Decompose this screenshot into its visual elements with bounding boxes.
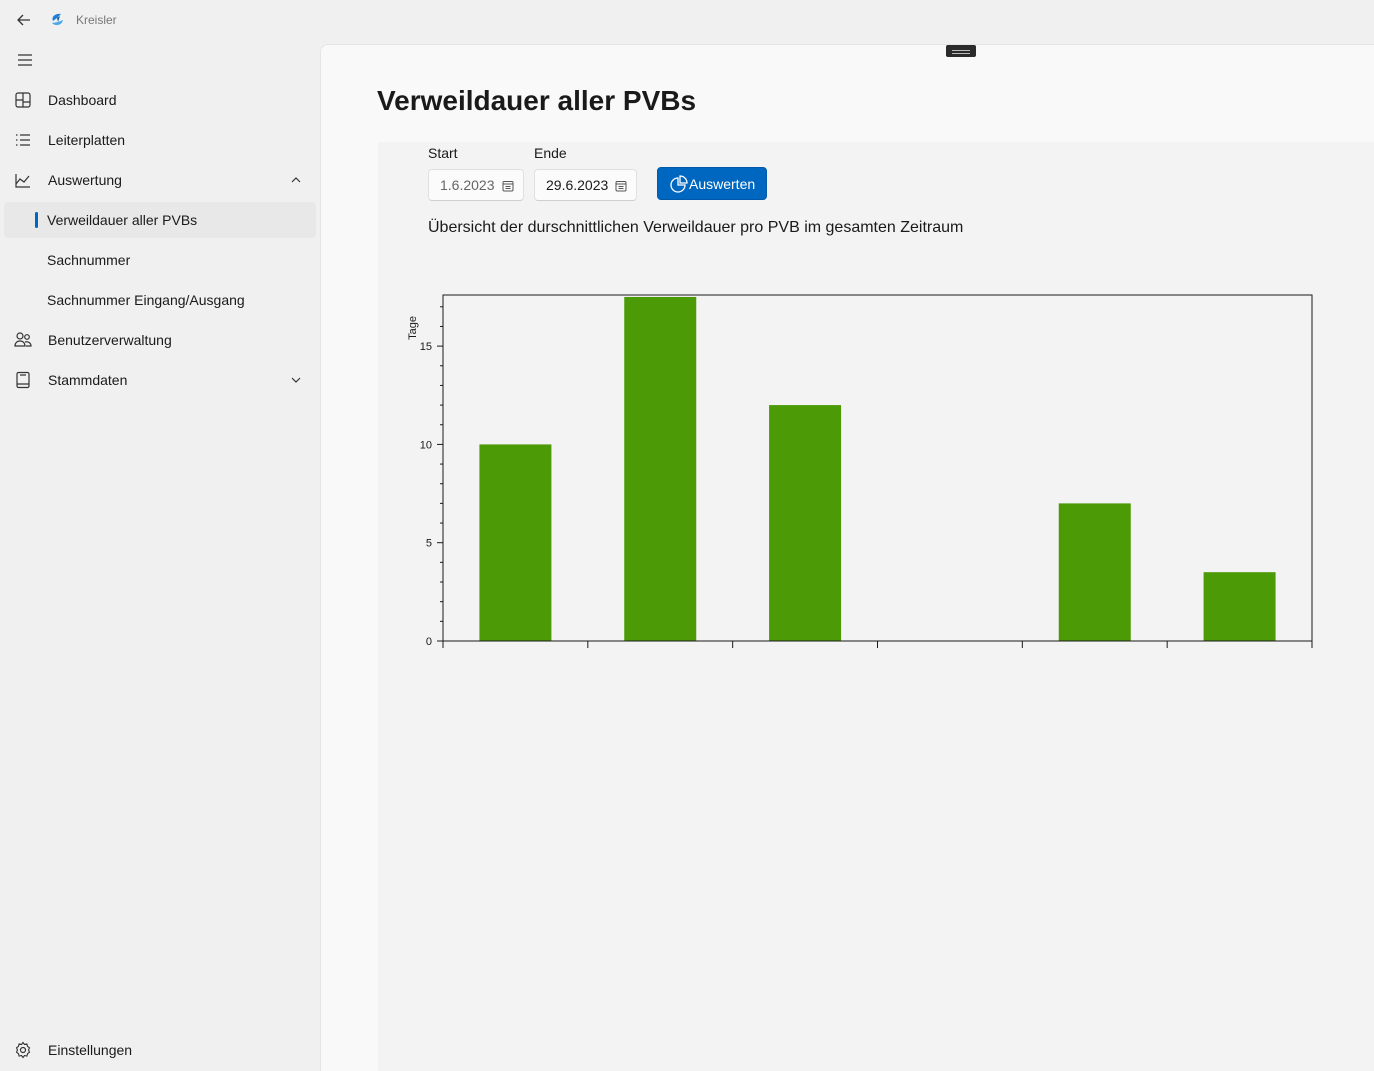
chart-bar	[1058, 503, 1131, 641]
navigation-sidebar: Dashboard Leiterplatten Auswertung Verwe…	[0, 40, 320, 1071]
chart-bar	[769, 405, 842, 641]
chart-description: Übersicht der durschnittlichen Verweilda…	[428, 219, 964, 236]
book-icon	[16, 371, 30, 389]
end-date-value: 29.6.2023	[546, 177, 609, 193]
selection-indicator	[35, 212, 38, 228]
end-label: Ende	[534, 145, 567, 161]
title-bar: Kreisler	[0, 0, 1374, 40]
chevron-down-icon[interactable]	[290, 374, 302, 386]
kreisler-logo-icon	[52, 13, 63, 26]
chart-bar	[479, 444, 552, 641]
sidebar-item-einstellungen[interactable]: Einstellungen	[4, 1032, 316, 1068]
evaluate-button[interactable]: Auswerten	[657, 167, 767, 200]
sidebar-item-label: Einstellungen	[48, 1042, 133, 1058]
pie-chart-icon	[670, 175, 688, 193]
sidebar-item-auswertung[interactable]: Auswertung	[4, 162, 316, 198]
evaluate-button-label: Auswerten	[689, 175, 756, 192]
sidebar-item-benutzerverwaltung[interactable]: Benutzerverwaltung	[4, 322, 316, 358]
gear-icon	[15, 1041, 31, 1059]
start-date-value: 1.6.2023	[440, 177, 495, 193]
sidebar-item-label: Sachnummer	[47, 252, 131, 268]
sidebar-item-sachnummer[interactable]: Sachnummer	[4, 242, 316, 278]
app-title: Kreisler	[76, 13, 117, 27]
y-tick-label: 5	[426, 538, 432, 550]
sidebar-item-verweildauer[interactable]: Verweildauer aller PVBs	[4, 202, 316, 238]
calendar-icon	[615, 181, 627, 192]
plot-frame	[442, 294, 1313, 642]
back-button[interactable]	[10, 8, 38, 32]
back-arrow-icon	[17, 14, 30, 26]
sidebar-item-label: Verweildauer aller PVBs	[47, 212, 198, 228]
y-axis-label: Tage	[407, 316, 419, 340]
end-date-picker[interactable]: 29.6.2023	[534, 169, 637, 201]
drag-handle[interactable]	[946, 45, 976, 57]
dwell-time-bar-chart: 051015TagePVB230-XXXPVB320-KRLPVB330-XXX…	[407, 294, 1313, 648]
sidebar-item-label: Sachnummer Eingang/Ausgang	[47, 292, 245, 308]
evaluation-panel: Start 1.6.2023 Ende 29.6.2023 Auswerten …	[378, 142, 1374, 1071]
y-tick-label: 0	[426, 636, 432, 648]
sidebar-item-stammdaten[interactable]: Stammdaten	[4, 362, 316, 398]
start-label: Start	[428, 145, 458, 161]
calendar-icon	[502, 181, 514, 192]
sidebar-item-label: Stammdaten	[48, 372, 128, 388]
menu-toggle-button[interactable]	[12, 50, 38, 70]
y-tick-label: 10	[420, 439, 432, 451]
chart-bar	[1203, 572, 1276, 641]
page-title: Verweildauer aller PVBs	[377, 85, 697, 116]
sidebar-item-label: Dashboard	[48, 92, 117, 108]
list-icon	[16, 134, 30, 146]
main-content: Verweildauer aller PVBs Start 1.6.2023 E…	[320, 44, 1374, 1071]
hamburger-icon	[18, 54, 32, 66]
chart-bar	[624, 296, 697, 641]
start-date-picker[interactable]: 1.6.2023	[428, 169, 524, 201]
sidebar-item-dashboard[interactable]: Dashboard	[4, 82, 316, 118]
chevron-up-icon[interactable]	[290, 174, 302, 186]
sidebar-item-label: Auswertung	[48, 172, 122, 188]
y-tick-label: 15	[420, 341, 432, 353]
dashboard-icon	[15, 92, 31, 108]
sidebar-item-sachnummer-eingang-ausgang[interactable]: Sachnummer Eingang/Ausgang	[4, 282, 316, 318]
chart-icon	[15, 174, 30, 188]
sidebar-item-leiterplatten[interactable]: Leiterplatten	[4, 122, 316, 158]
sidebar-item-label: Benutzerverwaltung	[48, 332, 172, 348]
sidebar-item-label: Leiterplatten	[48, 132, 126, 148]
people-icon	[14, 332, 32, 347]
